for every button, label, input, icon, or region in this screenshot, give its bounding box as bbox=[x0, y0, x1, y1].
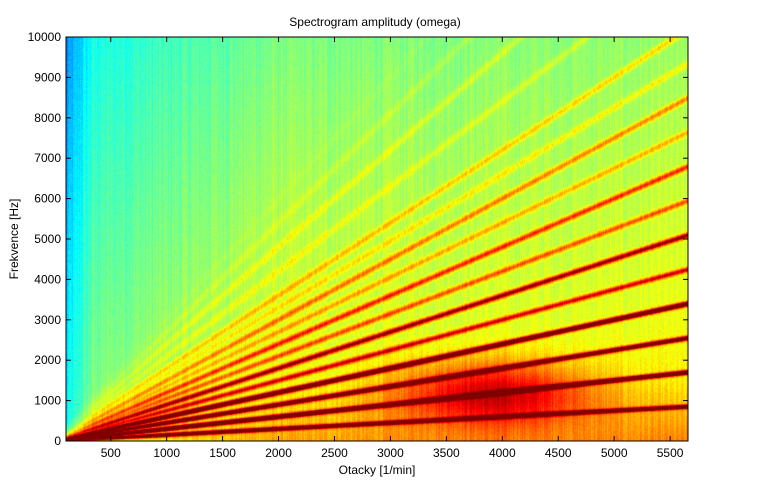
x-tick-label: 5000 bbox=[601, 446, 628, 460]
x-tick-label: 3000 bbox=[377, 446, 404, 460]
spectrogram-heatmap bbox=[66, 37, 688, 441]
y-tick-label: 7000 bbox=[34, 151, 61, 165]
y-tick-label: 9000 bbox=[34, 70, 61, 84]
x-tick-label: 2500 bbox=[321, 446, 348, 460]
x-tick-label: 4500 bbox=[545, 446, 572, 460]
x-tick-label: 1500 bbox=[209, 446, 236, 460]
x-tick-label: 500 bbox=[101, 446, 121, 460]
y-tick-label: 1000 bbox=[34, 394, 61, 408]
plot-area bbox=[66, 37, 688, 441]
x-axis-ticks: 500 1000 1500 2000 2500 3000 3500 4000 4500 5000 5… bbox=[101, 37, 684, 460]
y-tick-label: 3000 bbox=[34, 313, 61, 327]
x-tick-label: 2000 bbox=[265, 446, 292, 460]
y-tick-label: 5000 bbox=[34, 232, 61, 246]
y-axis-ticks: 0 1000 2000 3000 4000 5000 6000 7000 8000 9000 100… bbox=[28, 30, 688, 448]
chart-title: Spectrogram amplitudy (omega) bbox=[289, 15, 460, 29]
y-tick-label: 0 bbox=[54, 434, 61, 448]
x-axis-label: Otacky [1/min] bbox=[339, 463, 416, 477]
y-tick-label: 8000 bbox=[34, 111, 61, 125]
x-tick-label: 4000 bbox=[489, 446, 516, 460]
y-tick-label: 4000 bbox=[34, 272, 61, 286]
y-tick-label: 10000 bbox=[28, 30, 62, 44]
x-tick-label: 1000 bbox=[153, 446, 180, 460]
x-tick-label: 3500 bbox=[433, 446, 460, 460]
y-tick-label: 2000 bbox=[34, 353, 61, 367]
x-tick-label: 5500 bbox=[657, 446, 684, 460]
y-axis-label: Frekvence [Hz] bbox=[7, 199, 21, 280]
y-tick-label: 6000 bbox=[34, 192, 61, 206]
